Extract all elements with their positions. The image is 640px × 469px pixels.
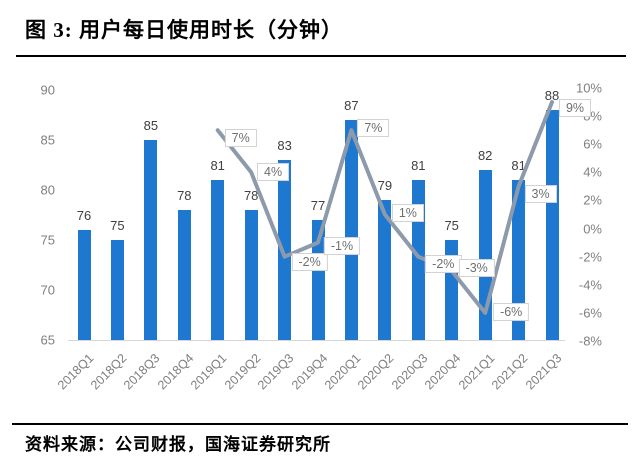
x-axis-line <box>68 340 565 341</box>
left-axis-tick: 80 <box>40 182 55 198</box>
left-axis-tick: 90 <box>40 82 55 98</box>
bar-2018Q4 <box>177 210 191 340</box>
x-axis-label: 2020Q3 <box>388 351 431 393</box>
bar-value-label: 75 <box>444 218 459 233</box>
line-value-label: -3% <box>458 258 495 277</box>
left-axis-tick: 70 <box>40 282 55 298</box>
x-axis-label: 2018Q1 <box>54 351 96 393</box>
line-value-label: 4% <box>257 163 290 182</box>
x-axis-label: 2020Q4 <box>422 351 464 393</box>
line-value-label: 9% <box>558 99 592 118</box>
line-value-label: -2% <box>291 252 328 271</box>
bar-value-label: 81 <box>210 158 225 173</box>
bar-value-label: 76 <box>76 208 92 223</box>
x-axis-label: 2020Q1 <box>321 351 364 393</box>
bar-2019Q1 <box>211 180 225 340</box>
x-axis-label: 2020Q2 <box>355 351 397 393</box>
source-note: 资料来源：公司财报，国海证券研究所 <box>25 435 331 454</box>
chart-area: 90 85 80 75 70 65 10% 8% 6% 4% 2% 0% -2% -4% -6% -8% 76 7… <box>0 60 640 420</box>
bar-value-label: 75 <box>110 218 125 233</box>
line-value-label: 7% <box>224 129 257 148</box>
right-axis-tick: 10% <box>575 80 602 96</box>
right-axis-tick: 6% <box>583 136 602 152</box>
bar-2020Q1 <box>344 120 358 340</box>
x-axis-label: 2019Q1 <box>188 351 230 393</box>
left-axis-tick: 75 <box>40 232 55 248</box>
line-value-label: -6% <box>493 302 530 321</box>
bar-value-label: 78 <box>243 188 259 203</box>
bar-2019Q3 <box>278 160 292 340</box>
x-axis-label: 2021Q1 <box>455 351 498 393</box>
right-axis-tick: -4% <box>578 277 602 293</box>
bar-value-label: 81 <box>511 158 526 173</box>
right-axis-tick: 2% <box>583 192 602 208</box>
x-axis-label: 2019Q2 <box>221 351 264 393</box>
line-value-label: -2% <box>425 254 462 273</box>
right-axis-tick: -6% <box>578 305 602 321</box>
bar-value-label: 78 <box>177 188 192 203</box>
bar-value-label: 79 <box>377 178 393 193</box>
bar-value-label: 81 <box>411 158 426 173</box>
figure-title: 图 3: 用户每日使用时长（分钟） <box>25 18 343 42</box>
line-value-label: 3% <box>524 185 557 204</box>
bar-2020Q2 <box>378 200 392 340</box>
bar-value-label: 88 <box>544 88 560 103</box>
right-axis-tick: -8% <box>578 333 602 349</box>
bar-2021Q3 <box>545 110 559 340</box>
bar-2019Q2 <box>244 210 258 340</box>
line-value-label: 7% <box>357 119 390 138</box>
footer-rule <box>12 423 628 425</box>
bar-value-label: 77 <box>310 198 326 213</box>
line-value-label: -1% <box>323 236 361 255</box>
right-axis-tick: 4% <box>583 164 602 180</box>
left-axis-tick: 65 <box>40 332 55 348</box>
x-axis-label: 2018Q2 <box>87 351 130 393</box>
line-value-label: 1% <box>391 203 424 222</box>
bar-value-label: 87 <box>344 98 359 113</box>
bar-value-label: 83 <box>277 138 292 153</box>
bar-2018Q3 <box>144 140 158 340</box>
right-axis-tick: 0% <box>583 221 602 237</box>
title-rule <box>16 55 626 57</box>
x-axis-label: 2019Q3 <box>255 351 297 393</box>
x-axis-label: 2021Q2 <box>489 351 531 393</box>
x-axis-label: 2021Q3 <box>522 351 564 393</box>
bar-2019Q4 <box>311 220 325 340</box>
x-axis-label: 2018Q4 <box>154 351 197 393</box>
bar-2021Q1 <box>478 170 492 340</box>
x-axis-label: 2019Q4 <box>288 351 330 393</box>
bar-value-label: 85 <box>143 118 159 133</box>
right-axis-tick: -2% <box>578 249 602 265</box>
x-axis-label: 2018Q3 <box>121 351 163 393</box>
bar-2018Q1 <box>77 230 91 340</box>
bar-2018Q2 <box>110 240 124 340</box>
left-axis-tick: 85 <box>40 132 55 148</box>
